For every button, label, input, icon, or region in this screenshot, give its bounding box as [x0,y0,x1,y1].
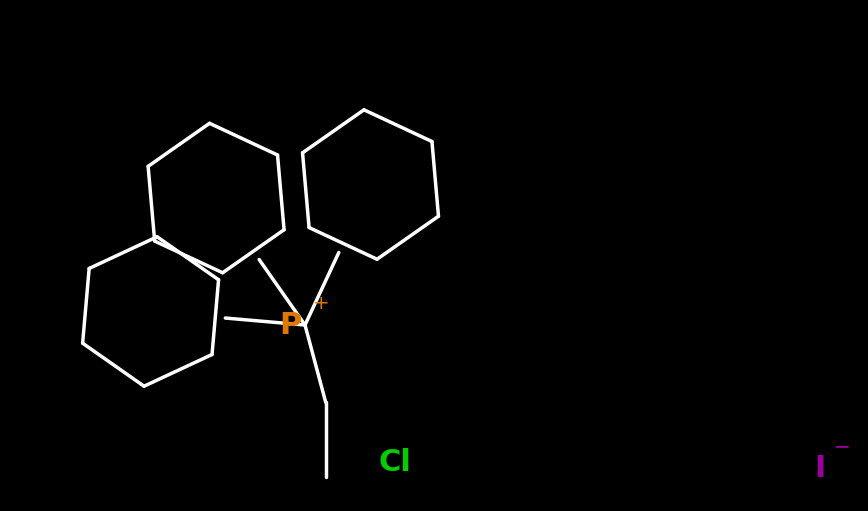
Text: −: − [834,437,851,456]
Text: I: I [814,453,825,482]
Text: +: + [313,294,330,313]
Text: P: P [279,311,302,339]
Text: Cl: Cl [378,448,411,476]
